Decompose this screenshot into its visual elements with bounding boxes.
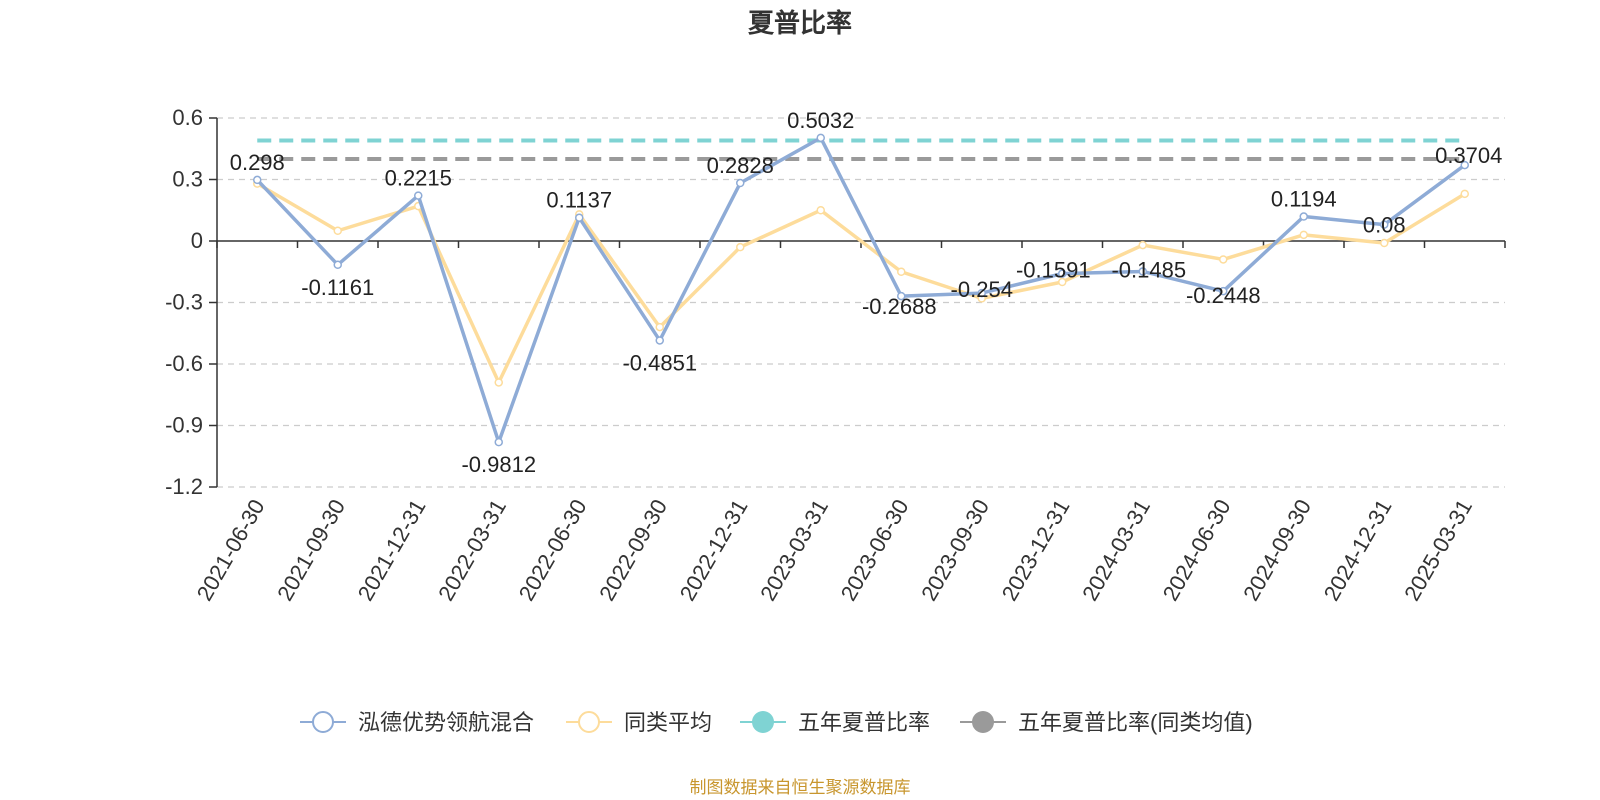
x-tick-label: 2024-03-31 xyxy=(1077,495,1155,605)
data-point xyxy=(414,191,423,200)
legend-label: 同类平均 xyxy=(624,710,712,735)
legend-label: 泓德优势领航混合 xyxy=(358,710,534,735)
y-tick-label: 0 xyxy=(191,228,203,253)
data-point xyxy=(575,213,584,222)
x-tick-label: 2024-09-30 xyxy=(1238,495,1316,605)
chart-title: 夏普比率 xyxy=(748,8,852,38)
data-point xyxy=(333,226,342,235)
data-point xyxy=(816,206,825,215)
data-point xyxy=(736,178,745,188)
data-point xyxy=(1460,189,1469,199)
data-point xyxy=(736,242,745,252)
y-tick-label: 0.3 xyxy=(172,167,203,192)
data-point xyxy=(1219,255,1228,264)
y-tick-label: 0.6 xyxy=(172,105,203,130)
data-point xyxy=(1380,220,1389,229)
x-tick-label: 2022-06-30 xyxy=(514,495,592,605)
x-tick-label: 2022-09-30 xyxy=(594,495,672,605)
legend-label: 五年夏普比率(同类均值) xyxy=(1018,710,1253,735)
reference-lines xyxy=(257,138,1465,161)
data-point xyxy=(1380,238,1389,248)
x-tick-label: 2022-12-31 xyxy=(675,495,753,605)
data-point xyxy=(1299,212,1308,221)
legend-label: 五年夏普比率 xyxy=(798,710,930,735)
legend-marker xyxy=(578,711,600,733)
legend-marker xyxy=(752,711,774,733)
data-label: 0.2215 xyxy=(385,166,452,191)
data-point xyxy=(494,437,503,447)
x-tick-label: 2023-03-31 xyxy=(755,495,833,605)
data-label: -0.4851 xyxy=(622,350,697,375)
data-label: 0.1194 xyxy=(1271,187,1337,212)
data-label: 0.1137 xyxy=(546,188,612,213)
data-point xyxy=(655,336,664,345)
data-point xyxy=(1219,286,1228,296)
y-tick-label: -0.6 xyxy=(165,351,203,376)
data-point xyxy=(816,133,825,143)
data-point xyxy=(655,322,664,332)
data-point xyxy=(1058,269,1067,278)
data-point xyxy=(1138,240,1147,250)
y-tick-label: -0.3 xyxy=(165,290,203,315)
data-label: 0.2828 xyxy=(707,153,774,178)
series-lines xyxy=(253,133,1469,447)
data-point xyxy=(1299,230,1308,240)
data-point xyxy=(253,175,262,185)
legend: 泓德优势领航混合 同类平均 五年夏普比率 五年夏普比率(同类均值) xyxy=(300,710,1253,735)
data-label: 0.5032 xyxy=(787,108,854,133)
data-label: 0.298 xyxy=(230,150,285,175)
y-tick-label: -1.2 xyxy=(165,474,203,499)
data-label: -0.254 xyxy=(951,277,1013,302)
x-tick-label: 2021-09-30 xyxy=(272,495,350,605)
x-tick-label: 2021-12-31 xyxy=(353,495,431,605)
x-tick-label: 2024-12-31 xyxy=(1319,495,1397,605)
data-label: 0.08 xyxy=(1363,213,1406,238)
data-label: -0.1485 xyxy=(1111,257,1186,282)
data-label: -0.1591 xyxy=(1016,258,1091,283)
x-tick-label: 2023-12-31 xyxy=(997,495,1075,605)
y-tick-label: -0.9 xyxy=(165,413,203,438)
data-point xyxy=(897,291,906,301)
x-tick-label: 2023-09-30 xyxy=(916,495,994,605)
series-line xyxy=(255,136,1466,444)
x-tick-label: 2024-06-30 xyxy=(1158,495,1236,605)
data-label: -0.1161 xyxy=(301,275,374,300)
data-point xyxy=(494,378,503,387)
x-tick-label: 2022-03-31 xyxy=(433,495,511,605)
data-labels: 0.298 -0.1161 0.2215 -0.9812 0.1137 -0.4851 0.… xyxy=(230,108,1503,477)
data-label: 0.3704 xyxy=(1435,143,1502,168)
series-line xyxy=(256,182,1466,385)
x-tick-label: 2023-06-30 xyxy=(836,495,914,605)
data-point xyxy=(1460,160,1469,170)
legend-marker xyxy=(972,711,994,733)
data-label: -0.2688 xyxy=(862,294,937,319)
x-tick-label: 2025-03-31 xyxy=(1399,495,1477,605)
data-point xyxy=(897,267,906,276)
data-point xyxy=(333,260,342,270)
data-point xyxy=(1058,277,1067,287)
grid xyxy=(217,117,1505,488)
data-point xyxy=(1138,267,1147,276)
source-note: 制图数据来自恒生聚源数据库 xyxy=(690,778,911,797)
data-point xyxy=(977,288,986,298)
legend-marker xyxy=(312,711,334,733)
data-label: -0.2448 xyxy=(1186,283,1261,308)
x-tick-label: 2021-06-30 xyxy=(192,495,270,605)
data-label: -0.9812 xyxy=(461,452,536,477)
